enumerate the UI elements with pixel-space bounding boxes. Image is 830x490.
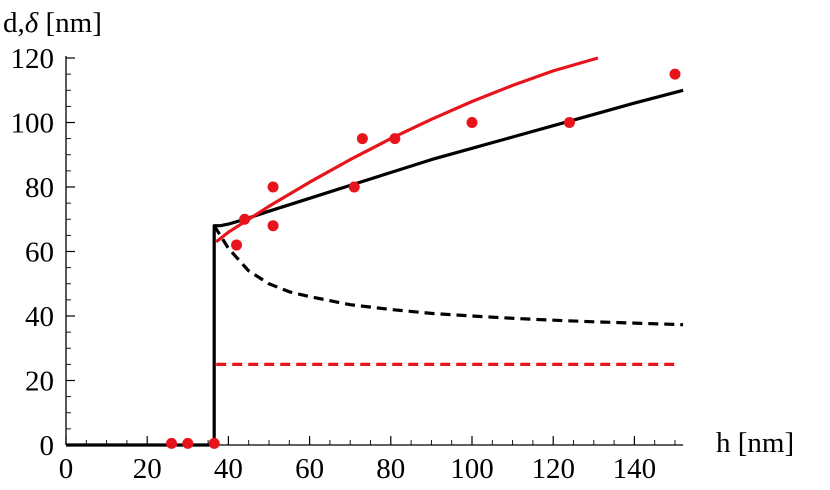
x-axis-label: h [nm] [716, 427, 794, 459]
data-point [389, 133, 401, 145]
data-point [208, 437, 220, 449]
data-point [231, 239, 243, 251]
series-line-1 [66, 88, 684, 447]
data-point [166, 437, 178, 449]
y-tick-label: 40 [25, 301, 54, 333]
y-axis-label: d,δ [nm] [3, 7, 102, 39]
x-tick-label: 100 [450, 453, 494, 485]
x-tick-label: 140 [613, 453, 657, 485]
x-tick-label: 80 [376, 453, 405, 485]
y-tick-label: 80 [25, 172, 54, 204]
x-tick-label: 120 [531, 453, 575, 485]
series-layer [66, 56, 684, 447]
y-axis-label-italic: δ [25, 7, 39, 39]
series-line-2 [212, 224, 684, 327]
data-point [267, 181, 279, 193]
y-axis-label-main: d, [3, 7, 25, 39]
x-tick-label: 0 [59, 453, 74, 485]
x-tick-label: 20 [133, 453, 162, 485]
x-tick-label: 40 [214, 453, 243, 485]
data-point [348, 181, 360, 193]
series-line-3 [215, 56, 599, 244]
data-point [182, 437, 194, 449]
y-tick-label: 120 [11, 43, 55, 75]
data-points [166, 68, 681, 449]
y-tick-label: 0 [40, 430, 55, 462]
x-tick-label: 60 [295, 453, 324, 485]
y-tick-label: 100 [11, 108, 55, 140]
data-point [356, 133, 368, 145]
data-point [267, 220, 279, 232]
y-tick-label: 60 [25, 237, 54, 269]
axes: 0 20 40 60 80 100 120 140 0 20 40 60 80 100 120 [11, 43, 684, 485]
data-point [669, 68, 681, 80]
data-point [466, 117, 478, 128]
data-point [563, 117, 575, 128]
data-point [239, 213, 251, 225]
y-axis-label-unit: [nm] [38, 7, 102, 39]
y-tick-label: 20 [25, 366, 54, 398]
